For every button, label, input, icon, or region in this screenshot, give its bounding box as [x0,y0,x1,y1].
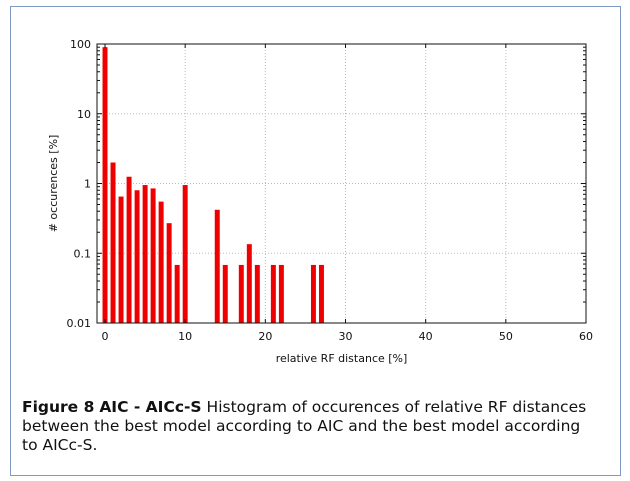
y-tick-label: 0.1 [74,247,92,260]
x-tick-label: 50 [499,330,513,343]
histogram-bar [222,264,228,323]
histogram-bar [174,264,180,323]
figure-caption: Figure 8 AIC - AICc-S Histogram of occur… [22,398,597,455]
histogram-bar [254,264,260,323]
histogram-bar [278,264,284,323]
histogram-bar [270,264,276,323]
bars [102,47,324,323]
y-axis-label: # occurences [%] [47,135,60,233]
y-tick-label: 1 [84,178,91,191]
histogram-bar [126,176,132,323]
histogram-bar [110,162,116,323]
histogram-bar [214,209,220,323]
x-tick-label: 20 [258,330,272,343]
x-axis-label: relative RF distance [%] [276,352,408,365]
caption-text: Histogram of occurences of relative RF d… [22,398,587,454]
histogram-bar [142,185,148,323]
caption-figure-label: Figure 8 [22,398,95,416]
histogram-bar [310,264,316,323]
histogram-bar [118,196,124,323]
x-tick-label: 30 [339,330,353,343]
caption-title: AIC - AICc-S [99,398,202,416]
y-tick-label: 10 [77,108,91,121]
histogram-bar [102,47,108,323]
y-tick-label: 100 [70,38,91,51]
histogram-bar [134,190,140,323]
histogram-bar [318,264,324,323]
histogram-bar [158,201,164,323]
x-tick-label: 10 [178,330,192,343]
histogram-bar [238,264,244,323]
histogram-bar [246,244,252,323]
x-tick-label: 40 [419,330,433,343]
histogram-chart: 0 10 20 30 40 50 60 0.01 0.1 1 10 100 relative RF d… [47,38,594,365]
x-tick-label: 0 [102,330,109,343]
axis-ticks: 0 10 20 30 40 50 60 0.01 0.1 1 10 100 [67,38,594,343]
histogram-bar [182,185,188,323]
histogram-bar [166,223,172,323]
histogram-bar [150,188,156,323]
y-tick-label: 0.01 [67,317,92,330]
x-tick-label: 60 [579,330,593,343]
